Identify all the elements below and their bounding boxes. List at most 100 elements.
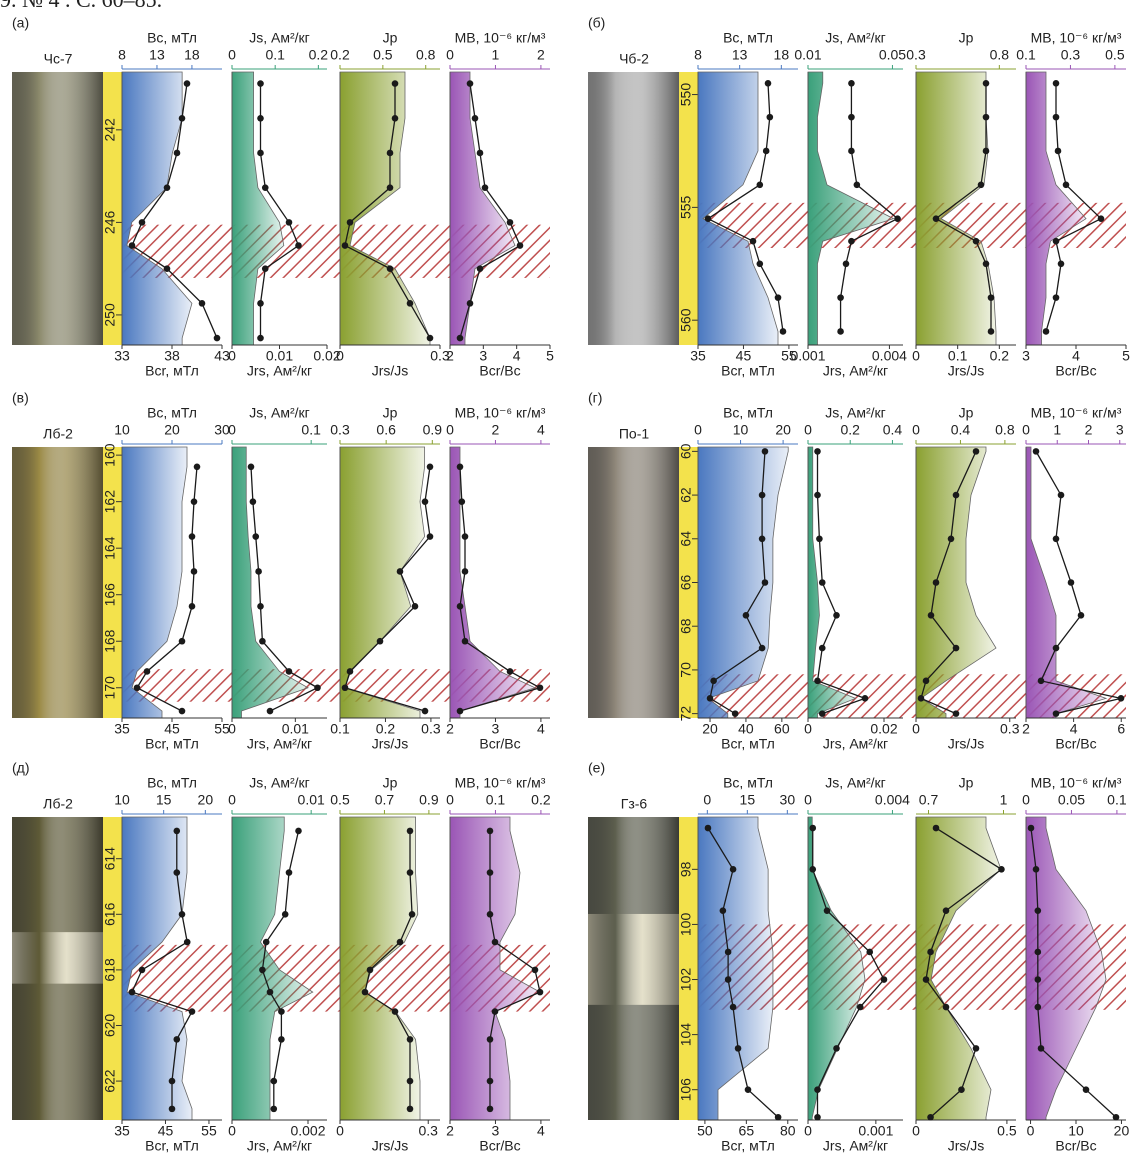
bottom-tick-label: 0.3 (1000, 721, 1020, 737)
depth-tick-label: 106 (678, 1078, 694, 1102)
profile-dot (257, 80, 264, 87)
profile-dot (1055, 148, 1062, 155)
profile-dot (757, 182, 764, 189)
profile-dot (477, 265, 484, 272)
bottom-tick-label: 0 (1027, 1123, 1035, 1139)
bottom-tick-label: 0.02 (870, 721, 897, 737)
profile-dot (923, 976, 930, 983)
depth-tick-label: 620 (102, 1014, 118, 1038)
bottom-axis-name: Jrs, Ам²/кг (247, 736, 312, 752)
top-axis-name: Jp (383, 775, 398, 791)
top-tick-label: 0.05 (1058, 792, 1085, 808)
profile-dot (467, 300, 474, 307)
core-photo-shade (588, 447, 679, 718)
top-tick-label: 0.004 (875, 792, 910, 808)
top-tick-label: 10 (114, 792, 130, 808)
top-axis-name: MB, 10⁻⁶ кг/м³ (455, 775, 546, 791)
bottom-axis-name: Bcr/Bc (1055, 363, 1096, 379)
depth-tick-label: 166 (102, 583, 118, 607)
bottom-axis-name: Bcr/Bc (479, 1138, 520, 1154)
profile-dot (927, 1114, 934, 1121)
profile-dot (1028, 825, 1035, 832)
profile-dot (532, 967, 539, 974)
profile-dot (767, 114, 774, 121)
profile-dot (427, 533, 434, 540)
profile-dot (392, 1008, 399, 1015)
top-tick-label: 18 (184, 47, 200, 63)
profile-dot (255, 568, 262, 575)
bottom-axis-name: Jrs, Ам²/кг (247, 363, 312, 379)
bottom-tick-label: 60 (774, 721, 790, 737)
profile-dot (707, 695, 714, 702)
profile-dot (487, 828, 494, 835)
bottom-tick-label: 35 (690, 348, 706, 364)
profile-dot (848, 148, 855, 155)
profile-dot (725, 949, 732, 956)
core-name: Лб-2 (43, 796, 73, 812)
profile-dot (814, 1114, 821, 1121)
profile-dot (184, 80, 191, 87)
top-tick-label: 1 (1000, 792, 1008, 808)
bottom-axis-name: Jrs/Js (948, 1138, 985, 1154)
core-photo-shade (12, 447, 103, 718)
bottom-tick-label: 3 (492, 721, 500, 737)
profile-dot (763, 148, 770, 155)
profile-dot (259, 967, 266, 974)
profile-dot (973, 448, 980, 455)
top-axis-name: Bc, мТл (147, 775, 197, 791)
profile-dot (472, 115, 479, 122)
profile-dot (487, 1106, 494, 1113)
bottom-tick-label: 2 (446, 1123, 454, 1139)
profile-dot (179, 115, 186, 122)
profile-dot (189, 603, 196, 610)
profile-dot (1035, 907, 1042, 914)
bottom-tick-label: 0 (912, 721, 920, 737)
top-tick-label: 13 (149, 47, 165, 63)
profile-dot (857, 1004, 864, 1011)
top-tick-label: 0 (1022, 422, 1030, 438)
top-tick-label: 0.05 (879, 47, 906, 63)
bottom-axis-name: Jrs, Ам²/кг (247, 1138, 312, 1154)
profile-dot (173, 828, 180, 835)
top-axis-name: Js, Ам²/кг (825, 30, 886, 46)
profile-dot (409, 911, 416, 918)
profile-dot (750, 238, 757, 245)
profile-dot (267, 708, 274, 715)
depth-tick-label: 162 (102, 490, 118, 514)
top-tick-label: 30 (780, 792, 796, 808)
bottom-tick-label: 0 (336, 348, 344, 364)
top-tick-label: 0.5 (330, 792, 350, 808)
profile-dot (457, 463, 464, 470)
top-axis-name: Jp (383, 405, 398, 421)
top-tick-label: 18 (774, 47, 790, 63)
top-axis-name: MB, 10⁻⁶ кг/м³ (455, 30, 546, 46)
profile-dot (988, 328, 995, 335)
bottom-tick-label: 45 (736, 348, 752, 364)
bottom-tick-label: 0.3 (421, 721, 441, 737)
top-tick-label: 0.01 (298, 792, 325, 808)
bottom-tick-label: 3 (492, 1123, 500, 1139)
bottom-tick-label: 35 (114, 721, 130, 737)
top-tick-label: 10 (114, 422, 130, 438)
top-tick-label: 0 (1022, 792, 1030, 808)
profile-dot (1033, 448, 1040, 455)
profile-dot (732, 710, 739, 717)
profile-dot (342, 242, 349, 249)
profile-dot (819, 579, 826, 586)
profile-dot (837, 294, 844, 301)
profile-dot (743, 612, 750, 619)
profile-dot (943, 907, 950, 914)
profile-dot (894, 215, 901, 222)
profile-dot (983, 260, 990, 267)
depth-tick-label: 616 (102, 902, 118, 926)
top-axis-name: Js, Ам²/кг (825, 775, 886, 791)
figure: 9. № 4 . С. 60–85. (а)Чс-724224625081318… (0, 0, 1136, 1159)
profile-dot (819, 710, 826, 717)
top-tick-label: 0.5 (373, 47, 393, 63)
profile-dot (1033, 866, 1040, 873)
top-tick-label: 0 (912, 422, 920, 438)
profile-dot (745, 1086, 752, 1093)
profile-dot (129, 242, 136, 249)
top-tick-label: 2 (537, 47, 545, 63)
profile-dot (928, 612, 935, 619)
